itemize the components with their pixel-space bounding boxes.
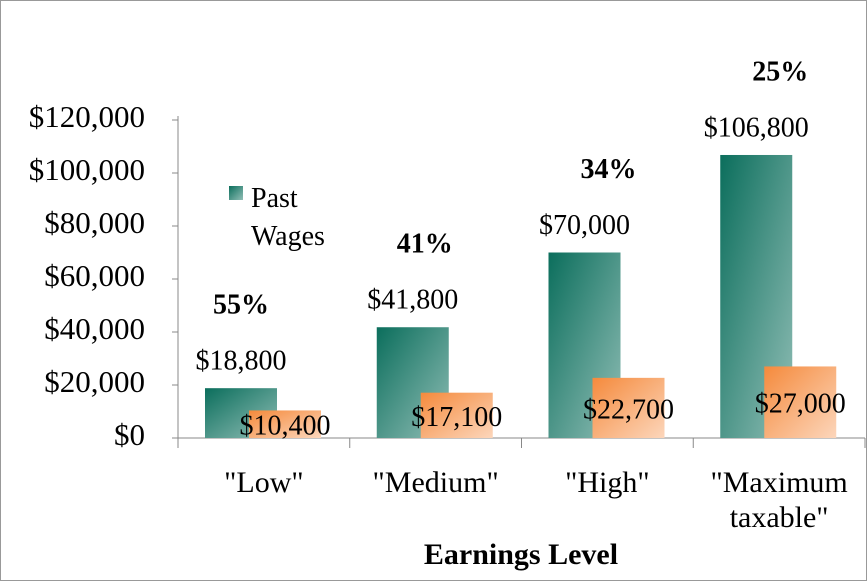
legend-swatch	[229, 186, 243, 200]
x-tick-label: "Maximum taxable"	[710, 466, 848, 534]
y-tick-label: $120,000	[29, 99, 145, 134]
data-label: $106,800	[704, 112, 809, 143]
bar	[249, 410, 321, 438]
x-tick-label-box: "High"	[565, 466, 650, 499]
y-tick-label: $20,000	[44, 364, 145, 399]
legend-label: Past Wages	[251, 183, 325, 252]
y-tick-label: $40,000	[44, 311, 145, 346]
x-tick-label: "Low"	[224, 466, 304, 499]
x-tick-label: "Medium"	[372, 466, 499, 499]
y-tick-label: $100,000	[29, 152, 145, 187]
data-label: $18,800	[196, 346, 287, 377]
x-tick-label: "High"	[565, 466, 650, 499]
data-label: $27,000	[755, 389, 846, 420]
ratio-label: 41%	[397, 229, 453, 260]
bar	[420, 392, 493, 438]
y-tick-label: $0	[114, 417, 145, 452]
data-label: $41,800	[367, 285, 458, 316]
ratio-label: 55%	[213, 290, 269, 321]
x-tick-label-box: "Medium"	[372, 466, 499, 499]
ratio-label: 34%	[581, 154, 637, 185]
data-label: $22,700	[583, 394, 674, 425]
legend-label-box: Past Wages	[251, 183, 325, 252]
x-tick-label-box: "Low"	[224, 466, 304, 499]
bar	[764, 366, 837, 438]
data-label: $17,100	[411, 402, 502, 433]
y-tick-label: $60,000	[44, 258, 145, 293]
x-tick-label-box: "Maximum taxable"	[710, 466, 848, 534]
ratio-label: 25%	[752, 56, 808, 87]
y-tick-label: $80,000	[44, 205, 145, 240]
data-label: $10,400	[240, 411, 331, 442]
x-axis-title: Earnings Level	[424, 538, 618, 571]
data-label: $70,000	[539, 210, 630, 241]
bar	[592, 377, 665, 438]
